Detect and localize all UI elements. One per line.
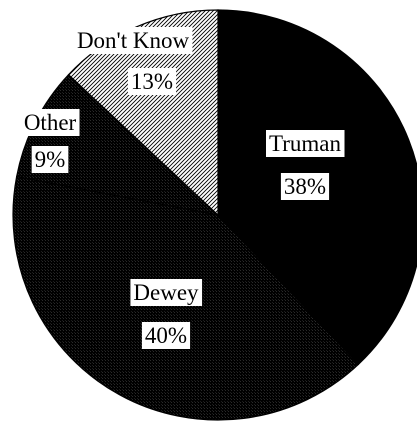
slice-label-bg-truman-pct	[280, 173, 330, 200]
slice-label-bg-don-t-know-name	[73, 27, 193, 54]
slice-label-truman-pct: 38%	[284, 174, 326, 199]
pie-slice-don-t-know	[67, 9, 219, 217]
slice-label-bg-dewey-name	[130, 279, 203, 306]
slice-label-bg-other-pct	[31, 146, 69, 173]
pie-labels: Truman 38% Dewey 40% Other 9% Don't Know 13%	[20, 27, 345, 349]
slice-label-other-name: Other	[24, 110, 77, 135]
slice-label-bg-don-t-know-pct	[127, 68, 177, 95]
slice-label-dewey-name: Dewey	[133, 280, 199, 305]
slice-label-bg-truman-name	[266, 130, 345, 157]
slice-label-bg-dewey-pct	[141, 322, 191, 349]
slice-label-bg-other-name	[20, 109, 80, 136]
pie-slices	[12, 9, 417, 421]
slice-label-truman-name: Truman	[269, 131, 341, 156]
slice-label-don-t-know-pct: 13%	[131, 69, 173, 94]
slice-label-dewey-pct: 40%	[145, 323, 187, 348]
slice-label-other-pct: 9%	[35, 147, 66, 172]
slice-label-don-t-know-name: Don't Know	[77, 28, 190, 53]
